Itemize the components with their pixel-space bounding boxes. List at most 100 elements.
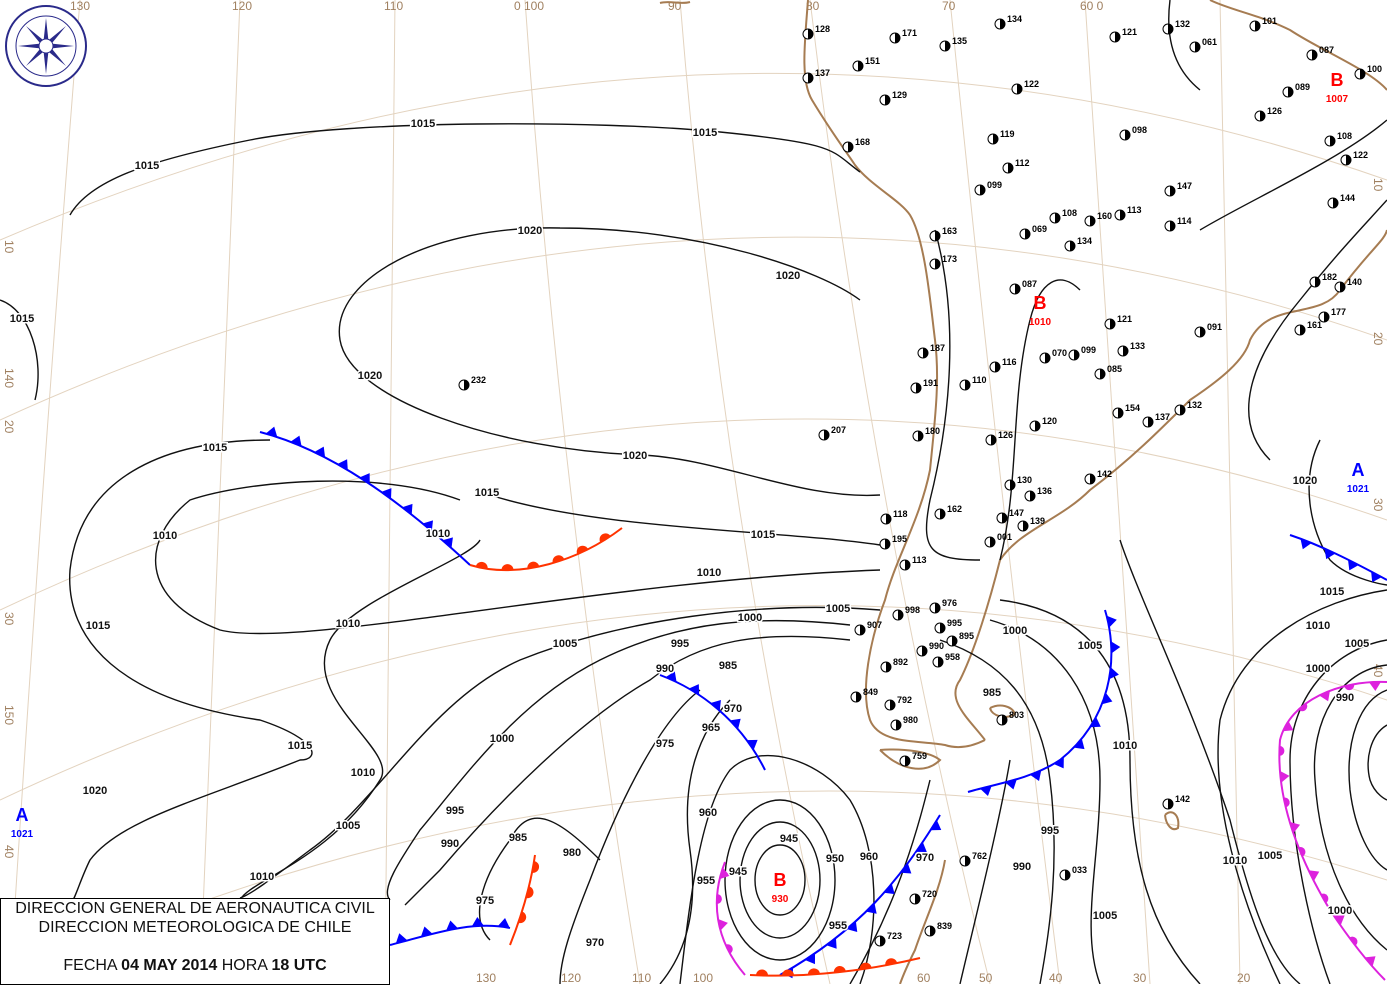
cold-front-symbol bbox=[1101, 692, 1113, 705]
graticule-line bbox=[679, 0, 831, 984]
cold-front-symbol bbox=[1089, 716, 1101, 728]
isobar-label: 1005 bbox=[826, 603, 850, 615]
station-plot: 108 bbox=[1324, 131, 1352, 147]
station-plot: 182 bbox=[1309, 272, 1337, 288]
sky-cover-fill bbox=[1168, 24, 1173, 34]
sky-cover-fill bbox=[1340, 282, 1345, 292]
sky-cover-fill bbox=[886, 514, 891, 524]
station-pressure: 161 bbox=[1307, 320, 1322, 330]
sky-cover-fill bbox=[856, 692, 861, 702]
sky-cover-fill bbox=[848, 142, 853, 152]
isobar-line bbox=[679, 754, 875, 984]
isobar-label: 1010 bbox=[697, 567, 721, 579]
sky-cover-fill bbox=[1015, 284, 1020, 294]
pressure-centers: B 930 B 1010 B 1007 A 1021 A 1021 bbox=[11, 70, 1370, 905]
station-pressure: 089 bbox=[1295, 82, 1310, 92]
station-pressure: 142 bbox=[1175, 794, 1190, 804]
station-plot: 136 bbox=[1024, 486, 1052, 502]
cold-front bbox=[259, 431, 471, 566]
station-plot: 168 bbox=[842, 137, 870, 153]
isobar-label: 955 bbox=[829, 920, 847, 932]
sky-cover-fill bbox=[1035, 421, 1040, 431]
station-pressure: 137 bbox=[815, 68, 830, 78]
isobar-label: 1015 bbox=[1320, 586, 1344, 598]
station-pressure: 085 bbox=[1107, 364, 1122, 374]
isobar-line bbox=[999, 279, 1081, 561]
sky-cover-fill bbox=[1195, 42, 1200, 52]
isobar-line bbox=[1248, 199, 1387, 461]
station-pressure: 108 bbox=[1062, 208, 1077, 218]
station-plot: 892 bbox=[880, 657, 908, 673]
sky-cover-fill bbox=[918, 431, 923, 441]
station-plot: 001 bbox=[984, 532, 1012, 548]
isobar-line bbox=[69, 123, 861, 216]
station-plot: 098 bbox=[1119, 125, 1147, 141]
station-pressure: 154 bbox=[1125, 403, 1140, 413]
sky-cover-fill bbox=[1324, 312, 1329, 322]
isobar-line bbox=[478, 817, 601, 941]
isobar-line bbox=[239, 606, 881, 899]
sky-cover-fill bbox=[923, 348, 928, 358]
date-value: 04 MAY 2014 bbox=[121, 957, 218, 974]
station-plot: 162 bbox=[934, 504, 962, 520]
longitude-label: 60 0 bbox=[1080, 0, 1104, 13]
sky-cover-fill bbox=[808, 73, 813, 83]
sky-cover-fill bbox=[938, 657, 943, 667]
occluded-front-symbol bbox=[1298, 846, 1306, 857]
occluded-front-symbol bbox=[1283, 797, 1290, 808]
sky-cover-fill bbox=[1010, 480, 1015, 490]
sky-cover-fill bbox=[1070, 241, 1075, 251]
station-plot: 113 bbox=[899, 555, 927, 571]
station-plot: 033 bbox=[1059, 865, 1087, 881]
service-name: DIRECCION METEOROLOGICA DE CHILE bbox=[38, 919, 352, 936]
station-pressure: 130 bbox=[1017, 475, 1032, 485]
isobar-label: 1005 bbox=[336, 820, 360, 832]
station-pressure: 907 bbox=[867, 620, 882, 630]
station-plot: 122 bbox=[1011, 79, 1039, 95]
isobar-line bbox=[999, 599, 1201, 984]
station-plot: 061 bbox=[1189, 37, 1217, 53]
sky-cover-fill bbox=[1025, 229, 1030, 239]
sky-cover-fill bbox=[885, 539, 890, 549]
station-pressure: 113 bbox=[1127, 205, 1142, 215]
station-plot: 187 bbox=[917, 343, 945, 359]
sky-cover-fill bbox=[995, 362, 1000, 372]
station-pressure: 803 bbox=[1009, 710, 1024, 720]
isobar-line bbox=[0, 299, 39, 401]
sky-cover-fill bbox=[1008, 163, 1013, 173]
station-plot: 133 bbox=[1117, 341, 1145, 357]
station-plot: 085 bbox=[1094, 364, 1122, 380]
isobar-label: 1010 bbox=[336, 618, 360, 630]
isobar-label: 1000 bbox=[490, 733, 514, 745]
isobar-label: 1005 bbox=[1258, 850, 1282, 862]
high-pressure-center: A bbox=[1352, 460, 1365, 480]
cold-front-symbol bbox=[497, 918, 510, 928]
latitude-label: 10 bbox=[1371, 178, 1385, 192]
center-pressure-value: 930 bbox=[772, 894, 789, 905]
latitude-label: 140 bbox=[2, 368, 16, 388]
sky-cover-fill bbox=[993, 134, 998, 144]
station-pressure: 144 bbox=[1340, 193, 1355, 203]
center-pressure-value: 1010 bbox=[1029, 317, 1052, 328]
cold-front-symbol bbox=[710, 699, 721, 711]
station-pressure: 001 bbox=[997, 532, 1012, 542]
sky-cover-fill bbox=[890, 700, 895, 710]
isobar-line bbox=[69, 439, 313, 906]
station-plot: 112 bbox=[1002, 158, 1030, 174]
sky-cover-fill bbox=[898, 610, 903, 620]
isobar-label: 990 bbox=[1013, 861, 1031, 873]
station-plot: 114 bbox=[1164, 216, 1192, 232]
station-pressure: 759 bbox=[912, 751, 927, 761]
occluded-front-symbol bbox=[1298, 703, 1308, 712]
sky-cover-fill bbox=[922, 646, 927, 656]
station-pressure: 132 bbox=[1187, 400, 1202, 410]
warm-front-symbol bbox=[518, 911, 527, 924]
sky-cover-fill bbox=[1168, 799, 1173, 809]
station-plot: 118 bbox=[880, 509, 908, 525]
station-plot: 151 bbox=[852, 56, 880, 72]
station-plot: 087 bbox=[1009, 279, 1037, 295]
isobar-line bbox=[959, 759, 1011, 984]
station-plot: 995 bbox=[934, 618, 962, 634]
isobar-label: 1010 bbox=[1113, 740, 1137, 752]
